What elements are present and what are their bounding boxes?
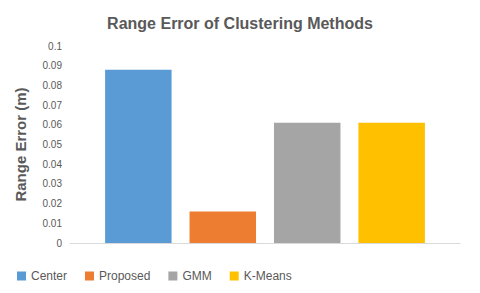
svg-text:0.03: 0.03 <box>43 178 63 189</box>
svg-text:0.05: 0.05 <box>43 139 63 150</box>
svg-text:0.01: 0.01 <box>43 218 63 229</box>
svg-text:Center: Center <box>31 269 67 283</box>
svg-text:0.08: 0.08 <box>43 80 63 91</box>
svg-text:K-Means: K-Means <box>244 269 292 283</box>
svg-text:0.06: 0.06 <box>43 119 63 130</box>
svg-text:Range Error of Clustering Meth: Range Error of Clustering Methods <box>107 15 373 32</box>
svg-text:Proposed: Proposed <box>99 269 150 283</box>
svg-text:0: 0 <box>56 238 62 249</box>
svg-text:0.02: 0.02 <box>43 198 63 209</box>
svg-text:0.07: 0.07 <box>43 100 63 111</box>
svg-text:0.1: 0.1 <box>48 41 62 52</box>
svg-text:0.04: 0.04 <box>43 159 63 170</box>
svg-text:GMM: GMM <box>182 269 211 283</box>
svg-text:Range Error (m): Range Error (m) <box>12 87 29 201</box>
svg-text:0.09: 0.09 <box>43 60 63 71</box>
